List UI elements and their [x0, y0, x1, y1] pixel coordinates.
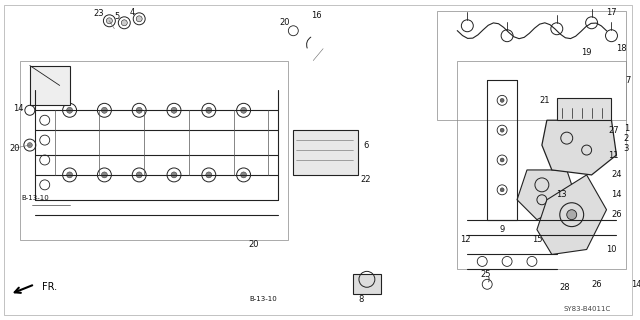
- Text: 25: 25: [480, 270, 490, 279]
- Text: 23: 23: [93, 9, 104, 18]
- Circle shape: [567, 210, 577, 220]
- Text: 20: 20: [10, 144, 20, 153]
- Text: 9: 9: [499, 225, 505, 234]
- Text: 7: 7: [626, 76, 631, 85]
- Text: 21: 21: [540, 96, 550, 105]
- Text: 20: 20: [248, 240, 259, 249]
- Circle shape: [500, 98, 504, 102]
- Text: 4: 4: [130, 8, 135, 17]
- Text: 14: 14: [611, 190, 621, 199]
- Text: 27: 27: [608, 126, 619, 135]
- Polygon shape: [30, 66, 70, 105]
- Text: 13: 13: [556, 190, 567, 199]
- Text: 14: 14: [13, 104, 23, 113]
- Text: 26: 26: [611, 210, 622, 219]
- Text: 12: 12: [460, 235, 470, 244]
- Circle shape: [136, 107, 142, 113]
- Text: 22: 22: [361, 175, 371, 184]
- Bar: [293, 130, 358, 175]
- Circle shape: [136, 16, 142, 22]
- Circle shape: [241, 172, 246, 178]
- Text: FR.: FR.: [42, 282, 57, 292]
- Circle shape: [28, 143, 32, 148]
- Text: 16: 16: [311, 11, 321, 20]
- Circle shape: [206, 172, 212, 178]
- Circle shape: [122, 20, 127, 26]
- Text: 20: 20: [279, 18, 290, 27]
- Bar: [353, 274, 381, 294]
- Text: 5: 5: [115, 12, 120, 21]
- Text: 19: 19: [581, 48, 592, 57]
- Text: 17: 17: [606, 8, 617, 17]
- Text: 6: 6: [364, 140, 369, 149]
- Circle shape: [500, 128, 504, 132]
- Polygon shape: [542, 120, 616, 175]
- Circle shape: [171, 172, 177, 178]
- Circle shape: [206, 107, 212, 113]
- Text: 3: 3: [624, 144, 629, 153]
- Circle shape: [101, 172, 108, 178]
- Text: 15: 15: [532, 235, 542, 244]
- Circle shape: [500, 158, 504, 162]
- Circle shape: [241, 107, 246, 113]
- Text: 2: 2: [624, 134, 629, 143]
- Circle shape: [67, 107, 72, 113]
- Polygon shape: [517, 170, 577, 220]
- Circle shape: [106, 18, 113, 24]
- Text: 18: 18: [616, 44, 627, 53]
- Text: 10: 10: [606, 245, 617, 254]
- Text: 28: 28: [559, 283, 570, 292]
- Bar: [557, 98, 611, 120]
- Text: B-13-10: B-13-10: [21, 195, 49, 201]
- Circle shape: [67, 172, 72, 178]
- Text: SY83-B4011C: SY83-B4011C: [563, 306, 611, 312]
- Text: 14: 14: [631, 280, 640, 289]
- Circle shape: [101, 107, 108, 113]
- Circle shape: [136, 172, 142, 178]
- Circle shape: [500, 188, 504, 192]
- Text: 8: 8: [358, 295, 364, 304]
- Text: 26: 26: [591, 280, 602, 289]
- Text: 24: 24: [611, 171, 621, 180]
- Circle shape: [171, 107, 177, 113]
- Text: B-13-10: B-13-10: [250, 296, 277, 302]
- Text: 1: 1: [624, 124, 629, 133]
- Polygon shape: [537, 175, 607, 254]
- Text: 11: 11: [608, 150, 619, 160]
